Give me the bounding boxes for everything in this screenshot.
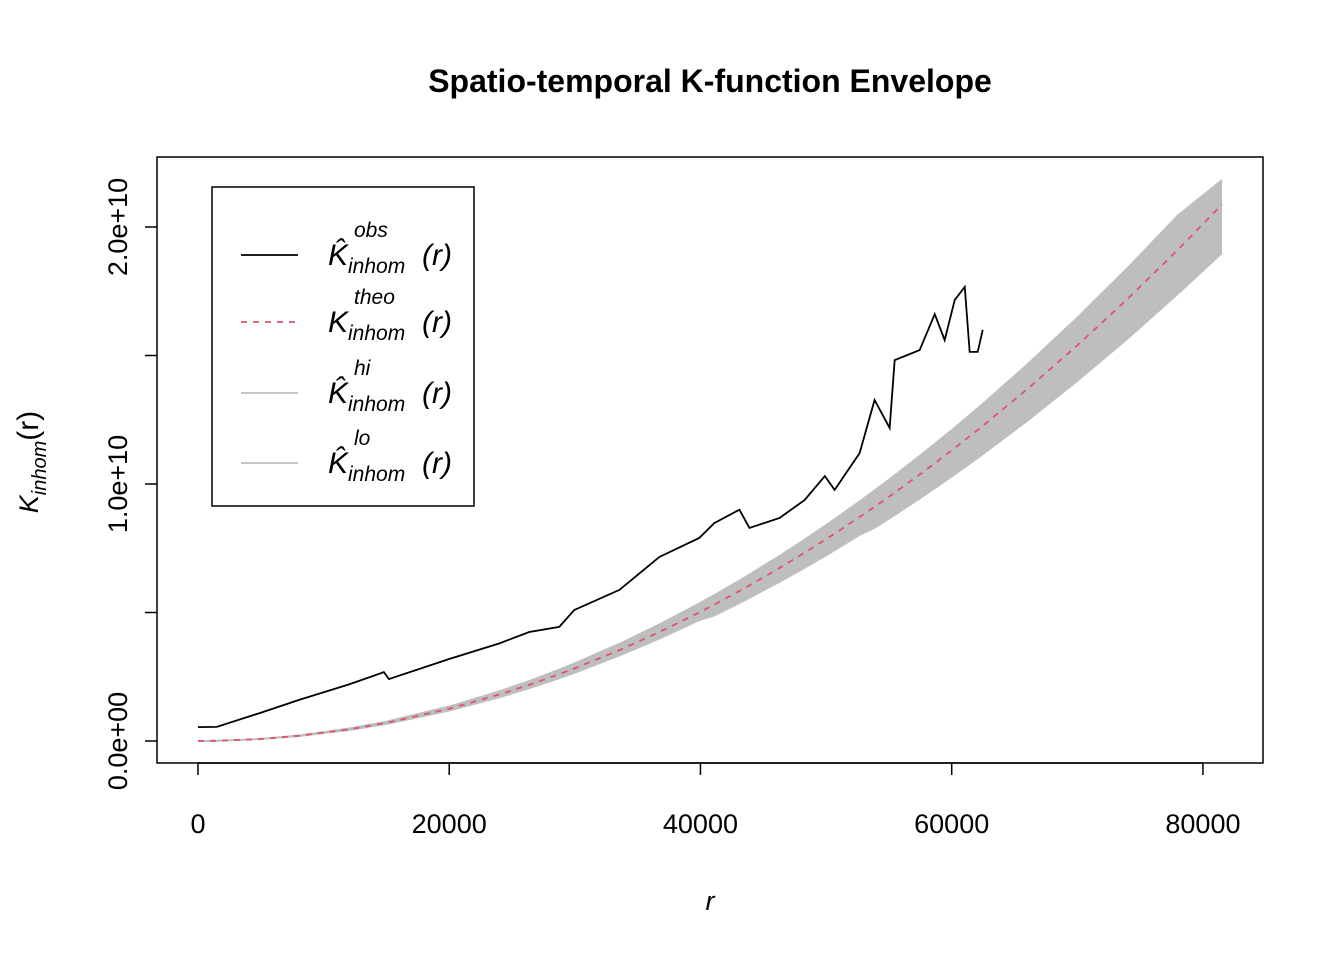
x-tick-label: 80000	[1165, 809, 1240, 839]
legend-label: K̂inhom	[328, 377, 405, 416]
series-line	[197, 252, 1223, 742]
legend-sup: lo	[354, 427, 371, 450]
y-label-sub: inhom	[29, 441, 51, 495]
legend-arg: (r)	[422, 239, 452, 272]
legend-arg: (r)	[422, 306, 452, 339]
legend-name: K̂	[328, 239, 350, 272]
y-label-main: K	[14, 494, 44, 513]
legend-arg: (r)	[422, 447, 452, 480]
legend-sup: theo	[354, 286, 395, 309]
legend-name: K	[328, 306, 350, 339]
legend-name: K̂	[328, 377, 350, 410]
legend-sub: inhom	[348, 322, 405, 345]
series-line	[197, 179, 1223, 742]
legend-label: Kinhom	[328, 306, 405, 345]
legend-sub: inhom	[348, 255, 405, 278]
legend-sub: inhom	[348, 393, 405, 416]
legend-sup: obs	[354, 219, 388, 242]
chart-title: Spatio-temporal K-function Envelope	[428, 63, 992, 99]
y-tick-label: 1.0e+10	[103, 435, 133, 533]
legend-name: K̂	[328, 447, 350, 480]
x-tick-label: 0	[190, 809, 205, 839]
y-axis-label: Kinhom(r)	[12, 411, 51, 513]
x-tick-label: 20000	[412, 809, 487, 839]
legend-label: K̂inhom	[328, 447, 405, 486]
y-tick-label: 0.0e+00	[103, 692, 133, 790]
legend-label: K̂inhom	[328, 239, 405, 278]
legend-arg: (r)	[422, 377, 452, 410]
y-label-arg: (r)	[12, 411, 45, 441]
legend-sub: inhom	[348, 463, 405, 486]
y-tick-label: 2.0e+10	[103, 178, 133, 276]
series-line	[197, 203, 1223, 742]
x-tick-label: 40000	[663, 809, 738, 839]
legend-sup: hi	[354, 357, 372, 380]
series-line	[197, 284, 984, 729]
x-tick-label: 60000	[914, 809, 989, 839]
legend-box	[211, 186, 475, 507]
legend: K̂inhomobs(r)Kinhomtheo(r)K̂inhomhi(r)K̂…	[211, 186, 475, 507]
x-axis-label: r	[706, 886, 716, 916]
